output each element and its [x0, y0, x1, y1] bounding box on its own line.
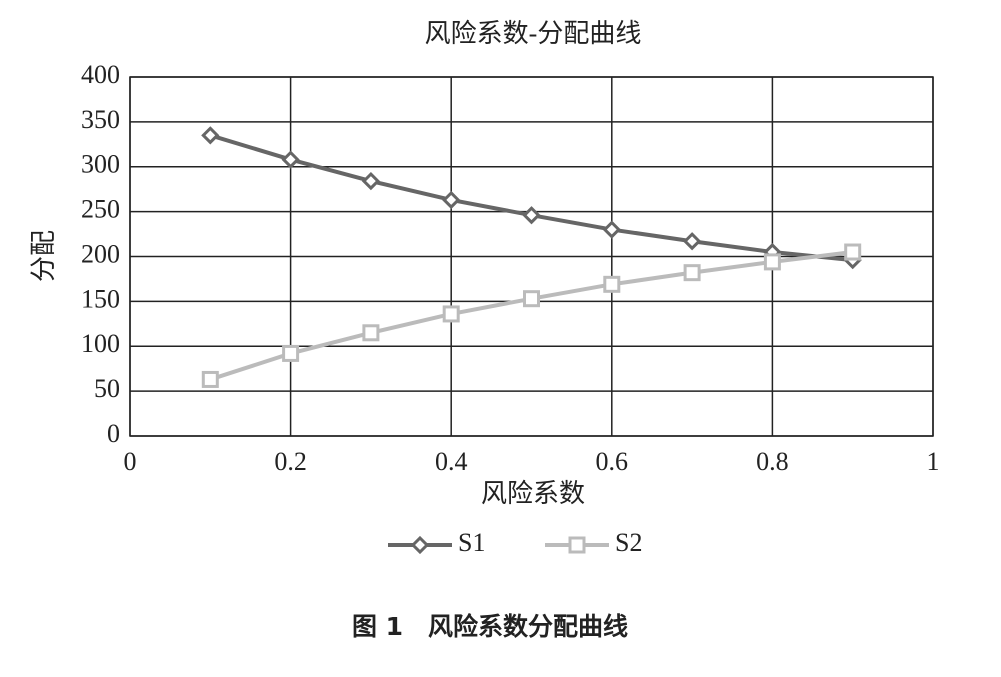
y-tick-label: 200 [81, 239, 120, 268]
legend-label: S2 [615, 528, 642, 557]
marker [362, 324, 380, 342]
caption: 图 1 风险系数分配曲线 [352, 612, 628, 641]
marker [683, 264, 701, 282]
marker [281, 150, 300, 169]
marker [361, 171, 381, 191]
marker [522, 206, 541, 225]
y-tick-label: 50 [94, 374, 120, 403]
x-tick-label: 0.6 [596, 447, 629, 476]
y-tick-label: 400 [81, 60, 120, 89]
marker [602, 220, 621, 239]
y-tick-label: 350 [81, 105, 120, 134]
marker [442, 190, 461, 210]
legend-marker [568, 536, 586, 554]
series-line [209, 250, 853, 382]
marker [682, 232, 702, 251]
series-line [209, 133, 853, 263]
legend-label: S1 [458, 528, 485, 557]
legend-marker [410, 535, 430, 555]
marker [844, 243, 862, 261]
marker [282, 344, 300, 362]
marker [442, 305, 460, 323]
marker [603, 275, 621, 293]
marker [763, 253, 781, 271]
y-axis-label: 分配 [29, 230, 58, 282]
y-tick-label: 100 [81, 329, 120, 358]
plot-frame [129, 76, 934, 437]
marker [201, 126, 220, 145]
x-axis-label: 风险系数 [481, 479, 585, 508]
x-tick-label: 0.2 [274, 447, 307, 476]
y-tick-label: 150 [81, 284, 120, 313]
x-tick-label: 0 [124, 447, 137, 476]
marker [523, 290, 540, 308]
y-tick-label: 0 [107, 419, 120, 448]
x-tick-label: 0.4 [435, 447, 468, 476]
marker [201, 370, 219, 388]
y-tick-label: 300 [81, 150, 120, 179]
chart-title: 风险系数-分配曲线 [425, 19, 642, 48]
x-tick-label: 0.8 [756, 447, 789, 476]
x-tick-label: 1 [927, 447, 940, 476]
y-tick-label: 250 [81, 195, 120, 224]
